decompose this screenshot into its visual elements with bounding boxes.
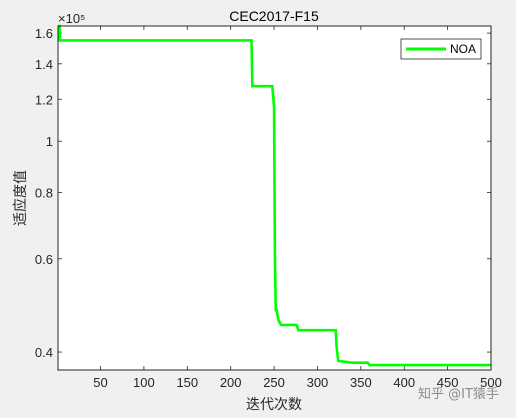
y-tick-label: 0.8 (35, 186, 53, 201)
legend: NOA (400, 38, 482, 60)
y-tick-label: 0.4 (35, 345, 53, 360)
x-tick-label: 400 (393, 375, 415, 390)
y-tick-label: 1 (46, 134, 53, 149)
watermark-text: 知乎 @IT猿手 (418, 386, 499, 402)
x-tick-label: 350 (350, 375, 372, 390)
y-exponent-label: ×10⁵ (58, 11, 85, 26)
x-tick-label: 450 (437, 375, 459, 390)
y-tick-label: 1.6 (35, 26, 53, 41)
y-tick-label: 1.2 (35, 92, 53, 107)
chart-title: CEC2017-F15 (229, 8, 319, 24)
x-axis-label: 迭代次数 (246, 397, 302, 413)
x-tick-label: 50 (93, 375, 107, 390)
series-line-noa (58, 24, 491, 367)
legend-label-noa: NOA (450, 42, 476, 56)
series-layer (58, 24, 491, 367)
y-tick-label: 0.6 (35, 252, 53, 267)
y-axis-label: 适应度值 (12, 170, 29, 226)
x-axis-ticks: 50 100 150 200 250 300 350 400 450 500 (93, 26, 502, 390)
x-tick-label: 300 (307, 375, 329, 390)
x-tick-label: 100 (133, 375, 155, 390)
x-tick-label: 150 (176, 375, 198, 390)
y-axis-ticks: 0.4 0.6 0.8 1 1.2 1.4 1.6 (35, 26, 491, 360)
x-tick-label: 200 (220, 375, 242, 390)
x-tick-label: 500 (480, 375, 502, 390)
plot-area-border (57, 25, 492, 371)
y-tick-label: 1.4 (35, 57, 53, 72)
x-tick-label: 250 (263, 375, 285, 390)
